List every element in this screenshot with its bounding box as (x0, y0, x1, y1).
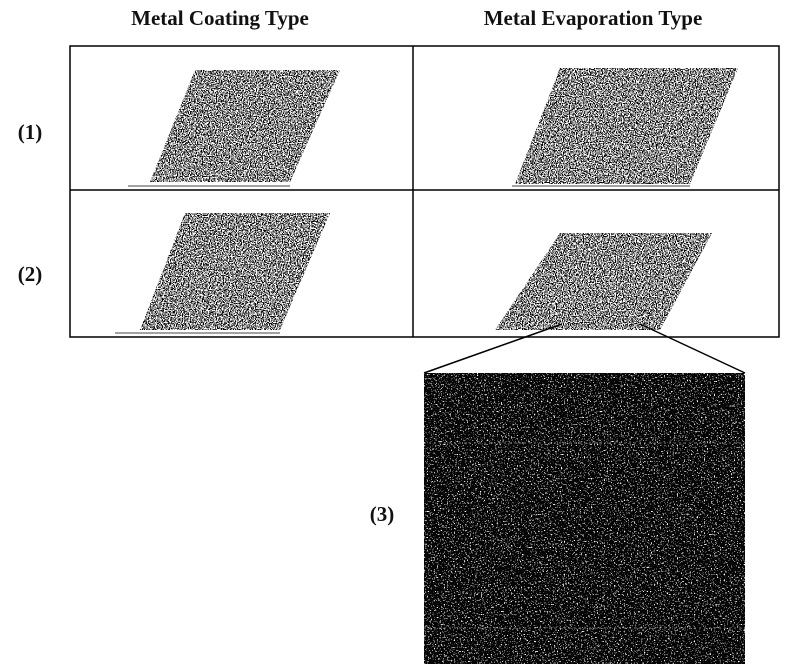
surface-texture (130, 205, 340, 335)
zoom-line (424, 324, 562, 373)
surface-plot (490, 225, 720, 335)
zoom-line (640, 324, 745, 373)
inset-texture (424, 373, 745, 664)
inset-image (424, 373, 745, 664)
page: Metal Coating Type Metal Evaporation Typ… (0, 0, 789, 664)
row-label: (1) (18, 120, 43, 144)
surface-texture (130, 60, 350, 190)
surface-plot (115, 205, 340, 335)
surface-texture (490, 225, 720, 335)
column-header: Metal Evaporation Type (484, 6, 703, 30)
inset-label: (3) (370, 502, 395, 526)
surface-plot (500, 60, 750, 190)
figure: Metal Coating Type Metal Evaporation Typ… (0, 0, 789, 664)
surface-plot (128, 60, 350, 190)
row-label: (2) (18, 262, 43, 286)
surface-texture (500, 60, 750, 190)
column-header: Metal Coating Type (131, 6, 309, 30)
